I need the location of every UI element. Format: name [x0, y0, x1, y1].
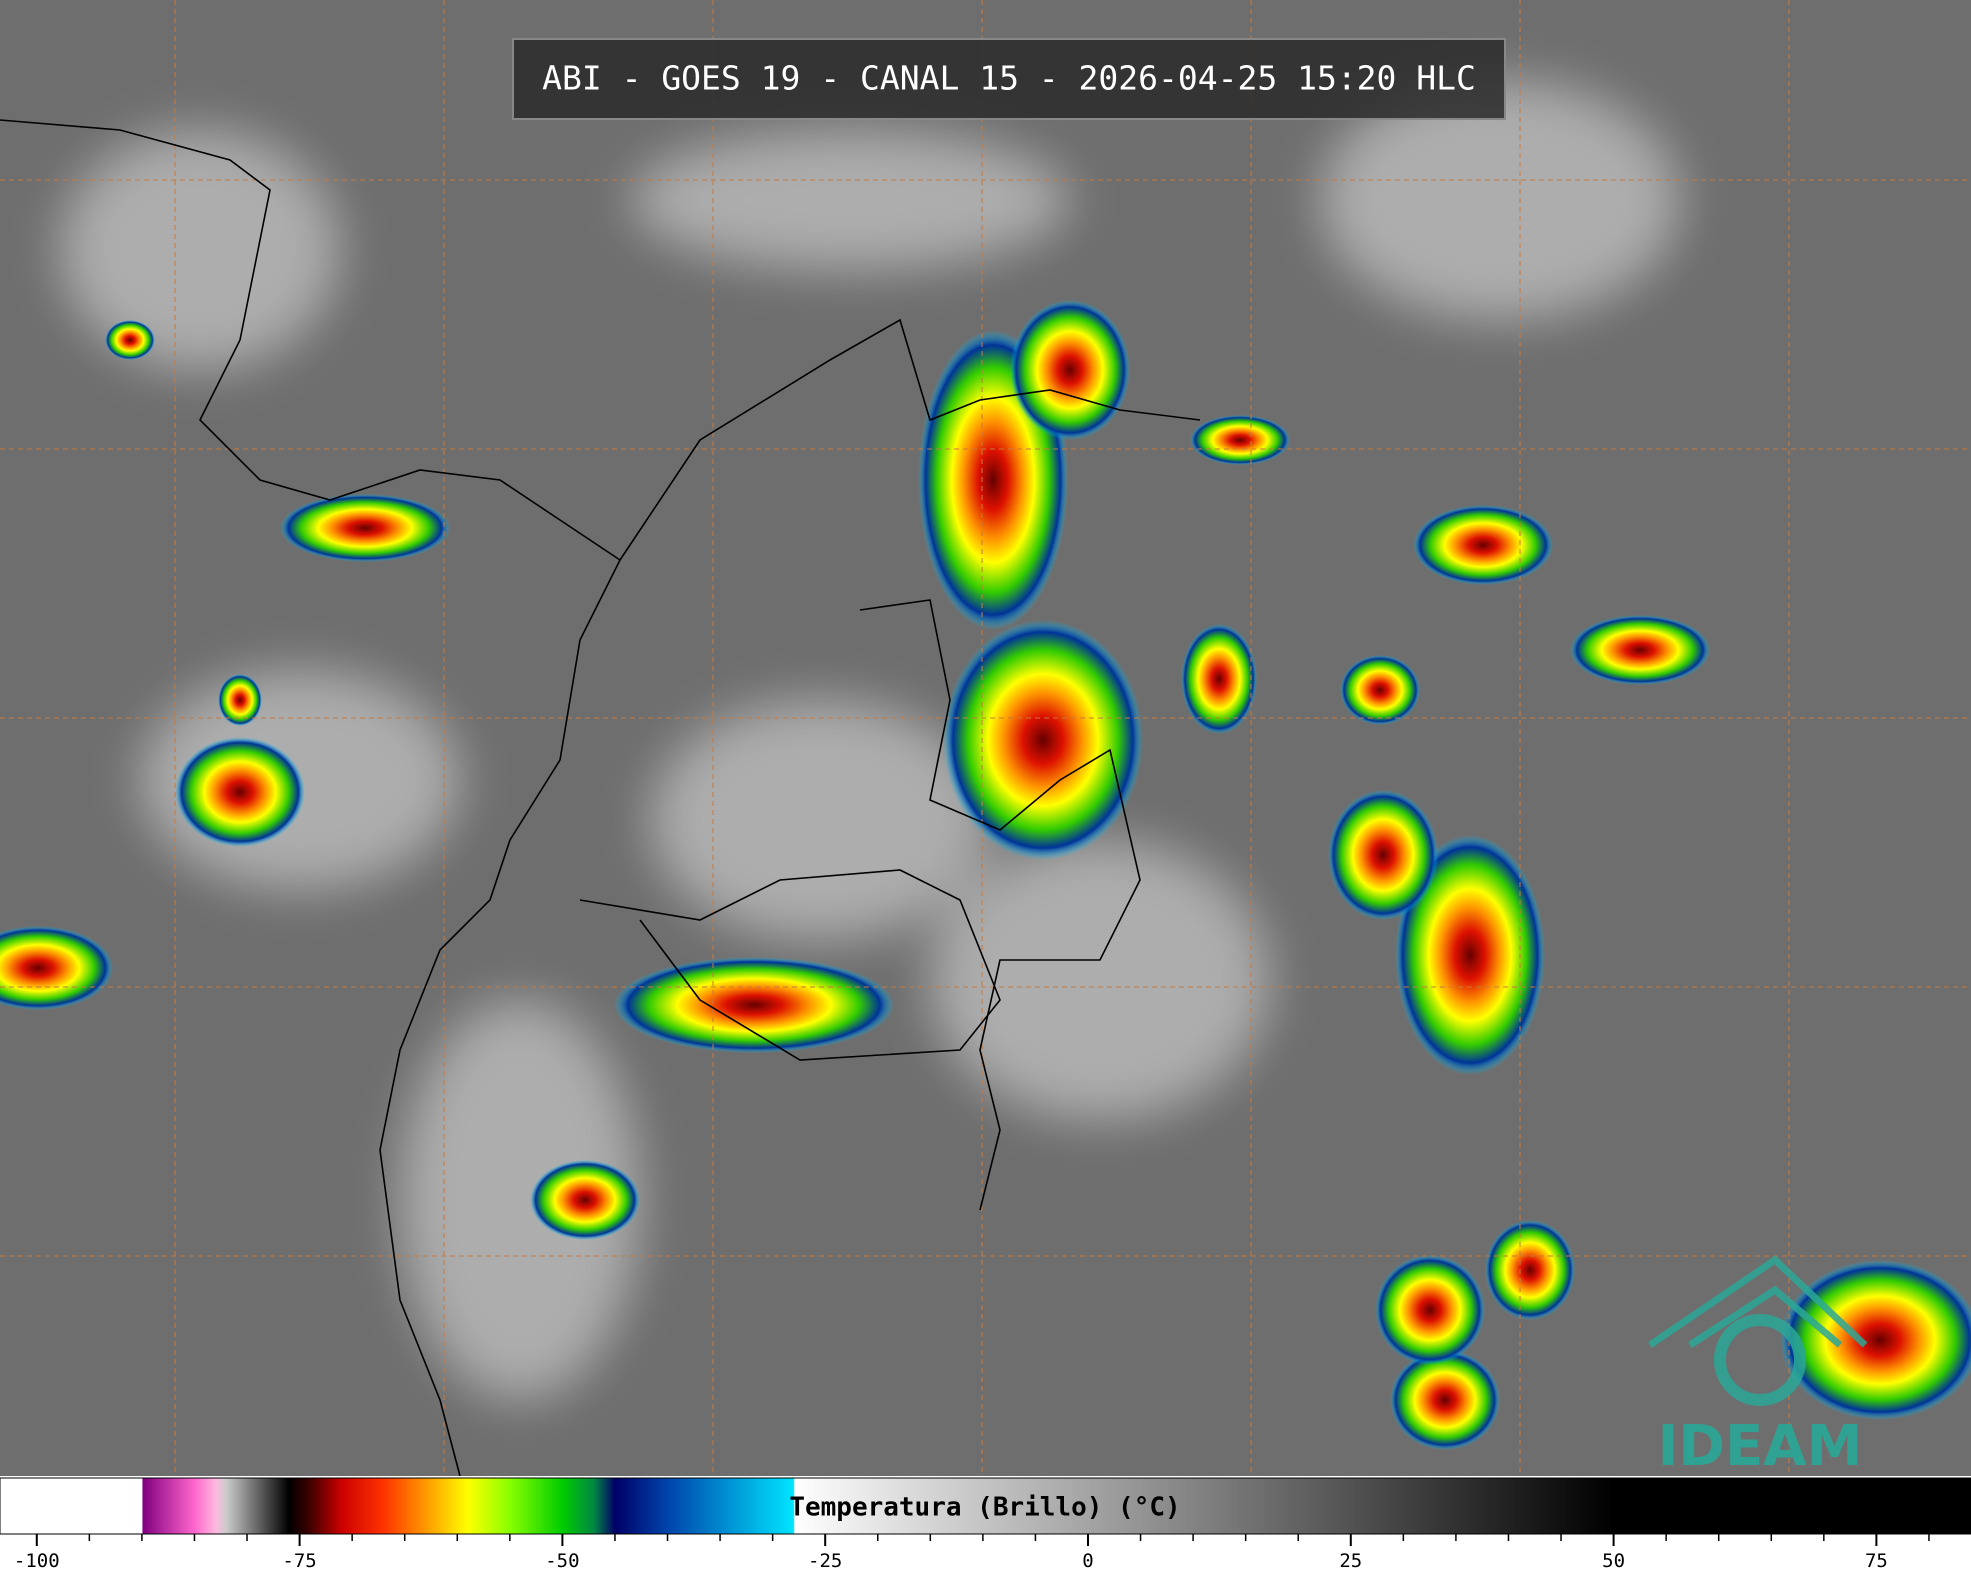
tick-label: -50	[545, 1550, 579, 1572]
satellite-map: IDEAM	[0, 0, 1971, 1479]
tick-label: -75	[282, 1550, 316, 1572]
tick-label: -25	[808, 1550, 842, 1572]
tick-label: -100	[14, 1550, 60, 1572]
colorbar-axis: -100 -75 -50 -25 0 25 50 75	[14, 1534, 1930, 1572]
title: ABI - GOES 19 - CANAL 15 - 2026-04-25 15…	[542, 59, 1476, 98]
logo-text: IDEAM	[1658, 1414, 1863, 1479]
tick-label: 0	[1082, 1550, 1093, 1572]
colorbar	[0, 1477, 1971, 1535]
title-box: ABI - GOES 19 - CANAL 15 - 2026-04-25 15…	[512, 38, 1506, 120]
tick-label: 75	[1865, 1550, 1888, 1572]
tick-label: 50	[1602, 1550, 1625, 1572]
tick-label: 25	[1339, 1550, 1362, 1572]
colorbar-label: Temperatura (Brillo) (°C)	[789, 1493, 1180, 1523]
